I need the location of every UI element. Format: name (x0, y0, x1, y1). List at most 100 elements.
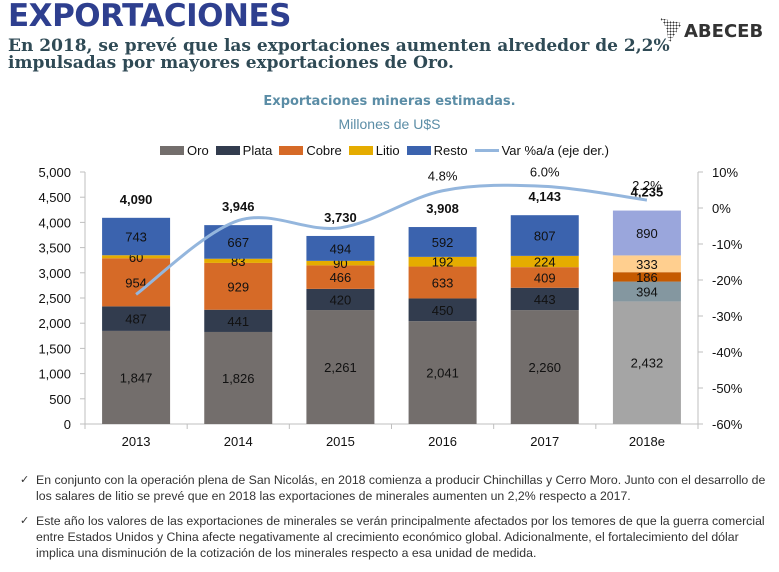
bar-segment-litio (408, 256, 477, 267)
data-label: 409 (534, 270, 556, 285)
bar-segment-oro (102, 330, 171, 424)
bar-segment-cobre (306, 265, 375, 289)
data-label: 2,260 (528, 360, 561, 375)
legend-label: Oro (187, 143, 209, 158)
note-item: ✓ En conjunto con la operación plena de S… (20, 472, 770, 504)
bar-segment-plata (510, 287, 579, 311)
page-title: EXPORTACIONES (8, 0, 291, 34)
checkmark-icon: ✓ (20, 515, 30, 527)
line-data-label: 2.2% (632, 178, 662, 193)
bar-segment-cobre (612, 272, 681, 282)
right-tick-label: -20% (712, 273, 743, 288)
data-label: 954 (125, 275, 147, 290)
right-tick-label: 10% (712, 165, 738, 180)
legend-label: Var %a/a (eje der.) (501, 143, 609, 158)
data-label: 2,261 (324, 360, 357, 375)
total-label: 3,946 (222, 199, 255, 214)
data-label: 441 (227, 314, 249, 329)
data-label: 487 (125, 312, 147, 327)
right-tick-label: -40% (712, 345, 743, 360)
left-tick-label: 3,000 (38, 266, 71, 281)
abeceb-logo: ABECEB (660, 18, 763, 44)
x-tick-label: 2014 (224, 434, 253, 449)
legend-swatch (160, 146, 184, 155)
bar-segment-oro (204, 331, 273, 424)
bar-segment-litio (612, 255, 681, 273)
data-label: 890 (636, 226, 658, 241)
bar-segment-resto (408, 227, 477, 257)
total-label: 4,143 (528, 189, 561, 204)
data-label: 420 (330, 292, 352, 307)
bar-segment-plata (102, 306, 171, 331)
legend-label: Litio (375, 143, 400, 158)
data-label: 450 (432, 303, 454, 318)
data-label: 743 (125, 230, 147, 245)
note-item: ✓ Este año los valores de las exportacion… (20, 513, 770, 561)
data-label: 633 (432, 276, 454, 291)
bar-segment-plata (408, 298, 477, 322)
x-tick-label: 2013 (122, 434, 151, 449)
bar-segment-resto (102, 217, 171, 256)
legend-item-plata: Plata (215, 143, 272, 158)
legend-swatch (406, 146, 431, 155)
bar-segment-resto (510, 215, 579, 256)
chart-legend: Oro Plata Cobre Litio Resto Var %a/a (ej… (160, 143, 616, 158)
left-tick-label: 3,500 (38, 241, 71, 256)
stacked-bar-chart: 0 500 1,000 1,500 2,000 2,500 3,000 3,500 4,000 4… (38, 164, 743, 449)
bar-segment-litio (510, 255, 579, 268)
left-tick-label: 1,500 (38, 341, 71, 356)
left-tick-label: 0 (64, 417, 71, 432)
left-tick-label: 4,000 (38, 215, 71, 230)
right-tick-label: -60% (712, 417, 743, 432)
data-label: 494 (330, 241, 352, 256)
note-text: En conjunto con la operación plena de Sa… (36, 473, 766, 503)
data-label: 333 (636, 257, 658, 272)
bar-segment-litio (204, 258, 273, 263)
bar-segment-oro (510, 310, 579, 424)
legend-swatch (215, 146, 240, 155)
total-label: 3,730 (324, 210, 357, 225)
legend-label: Cobre (306, 143, 342, 158)
x-tick-label: 2018e (629, 434, 665, 449)
left-tick-label: 4,500 (38, 190, 71, 205)
legend-item-oro: Oro (160, 143, 209, 158)
checkmark-icon: ✓ (20, 474, 30, 486)
data-label: 2,432 (631, 356, 664, 371)
left-tick-label: 500 (49, 392, 71, 407)
data-label: 1,826 (222, 371, 255, 386)
right-tick-label: 0% (712, 201, 731, 216)
data-label: 807 (534, 229, 556, 244)
right-tick-label: -50% (712, 381, 743, 396)
legend-item-cobre: Cobre (279, 143, 342, 158)
data-label: 443 (534, 292, 556, 307)
data-label: 466 (330, 270, 352, 285)
legend-item-litio: Litio (348, 143, 400, 158)
bar-segment-oro (408, 321, 477, 424)
legend-label: Resto (433, 143, 468, 158)
bar-segment-plata (612, 281, 681, 302)
chart-title: Exportaciones mineras estimadas. (263, 94, 516, 109)
bar-segment-cobre (510, 267, 579, 288)
bar-segment-oro (612, 301, 681, 424)
right-tick-label: -10% (712, 237, 743, 252)
bar-segment-resto (306, 235, 375, 261)
legend-swatch (474, 149, 499, 152)
left-tick-label: 1,000 (38, 367, 71, 382)
page-subtitle: En 2018, se prevé que las exportaciones … (8, 36, 670, 73)
data-label: 667 (227, 235, 249, 250)
legend-item-resto: Resto (406, 143, 468, 158)
x-tick-label: 2017 (530, 434, 559, 449)
data-label: 2,041 (426, 366, 459, 381)
line-data-label: 4.8% (428, 169, 458, 184)
logo-text: ABECEB (684, 20, 764, 42)
bar-segment-litio (306, 260, 375, 266)
bar-segment-cobre (204, 262, 273, 310)
legend-swatch (279, 146, 304, 155)
total-label: 4,090 (120, 192, 153, 207)
line-data-label: 6.0% (530, 164, 560, 179)
right-tick-label: -30% (712, 309, 743, 324)
data-label: 224 (534, 255, 556, 270)
x-tick-label: 2015 (326, 434, 355, 449)
data-label: 1,847 (120, 370, 153, 385)
notes-list: ✓ En conjunto con la operación plena de S… (20, 472, 770, 570)
